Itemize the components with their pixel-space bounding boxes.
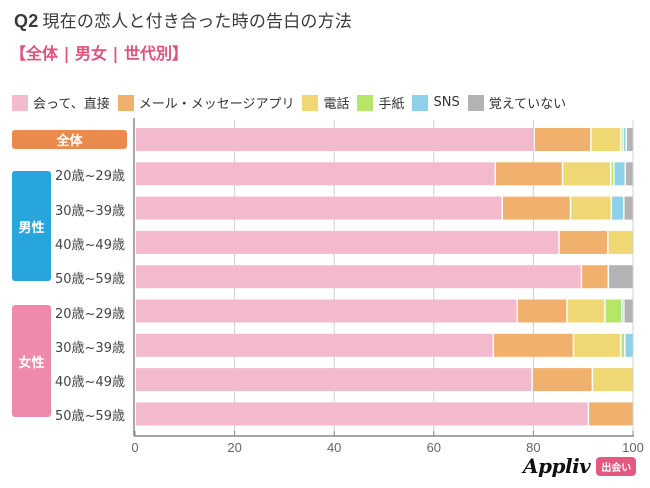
legend-swatch xyxy=(412,94,429,111)
bar-segment xyxy=(136,333,493,357)
bar-segment xyxy=(624,128,626,151)
legend-item: SNS xyxy=(412,94,460,111)
x-tick-label: 100 xyxy=(622,440,644,455)
bar-segment xyxy=(136,265,581,289)
bar-segment xyxy=(534,128,591,151)
x-tick-label: 80 xyxy=(526,440,540,455)
bar-segment xyxy=(593,368,633,392)
row-label: 40歳~49歳 xyxy=(55,375,125,391)
bar-segment xyxy=(136,196,502,220)
row-label: 30歳~39歳 xyxy=(55,203,125,219)
bar-segment xyxy=(582,265,608,289)
legend-item: 手紙 xyxy=(357,93,404,112)
bar-segment xyxy=(136,230,559,254)
legend: 会って、直接 メール・メッセージアプリ 電話 手紙 SNS 覚えていない xyxy=(12,93,574,112)
bar-segment xyxy=(559,230,608,254)
logo-text: Appliv xyxy=(523,454,591,478)
bar-segment xyxy=(503,196,570,220)
bar-segment xyxy=(608,230,633,254)
chart-subtitle: 【全体 | 男女 | 世代別】 xyxy=(10,44,188,63)
legend-item: 電話 xyxy=(302,93,349,112)
x-tick-label: 0 xyxy=(131,440,138,455)
question-number: Q2 xyxy=(14,11,39,31)
chart-title: Q2 現在の恋人と付き合った時の告白の方法 xyxy=(14,7,352,32)
bar-segment xyxy=(494,333,573,357)
legend-item: 会って、直接 xyxy=(12,93,110,112)
row-label: 40歳~49歳 xyxy=(55,237,125,253)
legend-label: メール・メッセージアプリ xyxy=(138,97,295,112)
bar-segment xyxy=(612,196,624,220)
logo-badge: 出会い xyxy=(596,456,637,476)
bar-segment xyxy=(609,265,633,289)
legend-swatch xyxy=(302,94,319,111)
bar-segment xyxy=(624,299,633,323)
legend-swatch xyxy=(467,94,484,111)
bar-segment xyxy=(622,299,624,323)
legend-item: メール・メッセージアプリ xyxy=(117,93,295,112)
bar-segment xyxy=(614,162,625,186)
group-label-female: 女性 xyxy=(12,305,51,417)
legend-label: 電話 xyxy=(323,97,350,112)
legend-label: 手紙 xyxy=(378,97,405,112)
bar-segment xyxy=(589,402,633,426)
bar-segment xyxy=(136,402,588,426)
bar-segment xyxy=(136,299,517,323)
bar-segment xyxy=(496,162,562,186)
row-label: 50歳~59歳 xyxy=(55,272,125,288)
row-label: 50歳~59歳 xyxy=(55,409,125,425)
group-label-total: 全体 xyxy=(12,130,127,149)
bar-segment xyxy=(517,299,567,323)
bar-segment xyxy=(624,196,633,220)
row-label: 20歳~29歳 xyxy=(55,306,125,322)
bar-segment xyxy=(567,299,605,323)
bar-segment xyxy=(136,368,532,392)
legend-label: 会って、直接 xyxy=(33,97,110,112)
bar-segment xyxy=(621,128,623,151)
legend-swatch xyxy=(357,94,374,111)
row-label: 30歳~39歳 xyxy=(55,340,125,356)
x-tick-label: 60 xyxy=(427,440,441,455)
bar-segment xyxy=(625,333,633,357)
bar-segment xyxy=(627,128,633,151)
legend-swatch xyxy=(117,94,134,111)
bar-segment xyxy=(532,368,592,392)
legend-label: SNS xyxy=(433,95,460,110)
appliv-logo: Appliv 出会い xyxy=(523,454,637,478)
x-tick-label: 20 xyxy=(227,440,241,455)
bar-segment xyxy=(574,333,621,357)
bar-segment xyxy=(136,128,534,151)
group-label-male: 男性 xyxy=(12,171,51,281)
question-text: 現在の恋人と付き合った時の告白の方法 xyxy=(42,12,353,32)
bar-segment xyxy=(563,162,611,186)
bar-segment xyxy=(605,299,622,323)
bar-segment xyxy=(626,162,633,186)
legend-label: 覚えていない xyxy=(488,97,567,112)
bar-segment xyxy=(611,162,614,186)
x-tick-label: 40 xyxy=(327,440,341,455)
legend-item: 覚えていない xyxy=(467,93,567,112)
bar-segment xyxy=(136,162,495,186)
bar-segment xyxy=(621,333,625,357)
bar-segment xyxy=(591,128,621,151)
bar-segment xyxy=(571,196,611,220)
legend-swatch xyxy=(12,94,28,111)
row-label: 20歳~29歳 xyxy=(55,169,125,185)
